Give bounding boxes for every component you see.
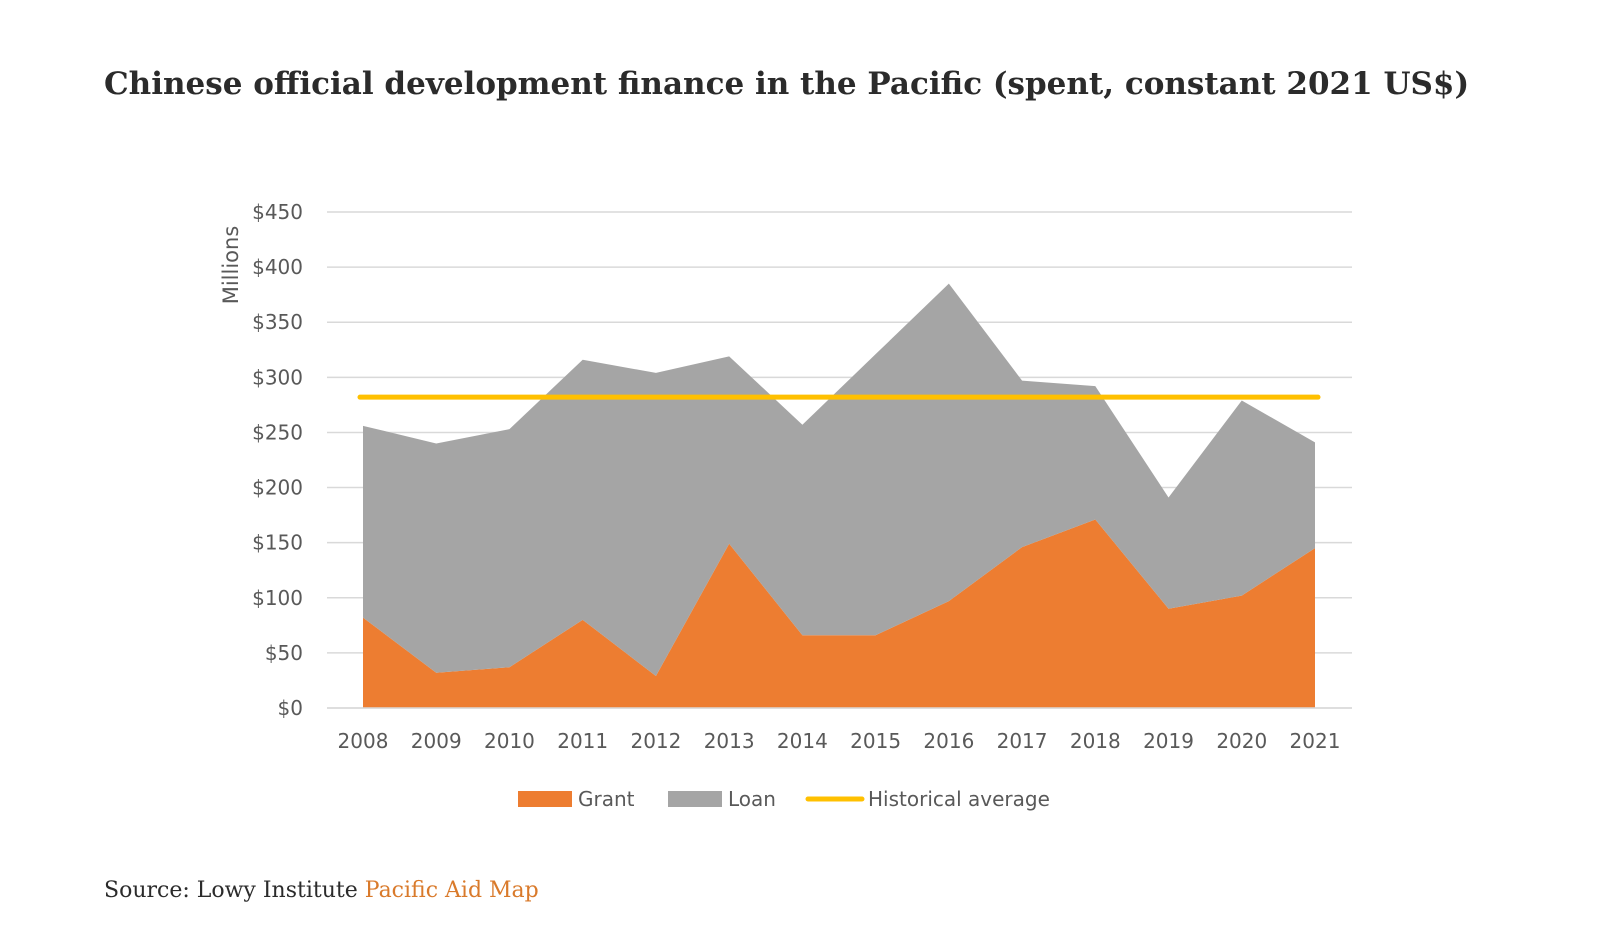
legend-label: Historical average [868, 787, 1050, 811]
y-tick-label: $450 [252, 200, 303, 224]
y-tick-label: $50 [265, 641, 303, 665]
y-tick-label: $100 [252, 586, 303, 610]
x-tick-labels: 2008 2009 2010 2011 2012 2013 2014 2015 2016 2017… [338, 729, 1341, 753]
x-tick-label: 2014 [777, 729, 828, 753]
x-tick-label: 2017 [997, 729, 1048, 753]
y-tick-label: $300 [252, 365, 303, 389]
area-grant [363, 519, 1315, 708]
legend-label: Loan [728, 787, 776, 811]
area-loan [363, 283, 1315, 677]
legend-label: Grant [578, 787, 635, 811]
x-tick-label: 2008 [338, 729, 389, 753]
area-series [327, 283, 1352, 709]
legend: Grant Loan Historical average [518, 787, 1050, 811]
legend-swatch [668, 791, 722, 807]
chart-title: Chinese official development finance in … [104, 66, 1470, 102]
source-prefix: Source: Lowy Institute [104, 878, 365, 903]
x-tick-label: 2013 [704, 729, 755, 753]
legend-swatch [518, 791, 572, 807]
x-tick-label: 2009 [411, 729, 462, 753]
legend-item-grant: Grant [518, 787, 635, 811]
x-tick-label: 2012 [630, 729, 681, 753]
y-tick-label: $200 [252, 476, 303, 500]
y-tick-label: $0 [278, 696, 303, 720]
pacific-aid-map-link[interactable]: Pacific Aid Map [364, 878, 539, 903]
x-tick-label: 2019 [1143, 729, 1194, 753]
x-tick-label: 2021 [1290, 729, 1341, 753]
legend-item-historical-average: Historical average [805, 787, 1050, 811]
legend-item-loan: Loan [668, 787, 776, 811]
x-tick-label: 2010 [484, 729, 535, 753]
x-tick-label: 2011 [557, 729, 608, 753]
y-tick-labels: $0 $50 $100 $150 $200 $250 $300 $350 $400 $450 [252, 200, 303, 720]
y-tick-label: $250 [252, 420, 303, 444]
x-tick-label: 2018 [1070, 729, 1121, 753]
y-tick-label: $350 [252, 310, 303, 334]
x-tick-label: 2016 [923, 729, 974, 753]
x-tick-label: 2015 [850, 729, 901, 753]
y-tick-label: $400 [252, 255, 303, 279]
y-axis-label: Millions [219, 226, 243, 305]
source-note: Source: Lowy Institute Pacific Aid Map [104, 878, 539, 903]
x-tick-label: 2020 [1216, 729, 1267, 753]
y-tick-label: $150 [252, 531, 303, 555]
